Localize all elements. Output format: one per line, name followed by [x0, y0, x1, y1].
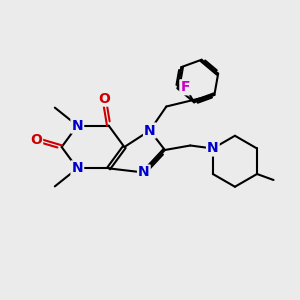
- Text: O: O: [98, 92, 110, 106]
- Text: F: F: [180, 80, 190, 94]
- Text: N: N: [71, 118, 83, 133]
- Text: N: N: [144, 124, 156, 137]
- Text: O: O: [30, 133, 42, 146]
- Text: N: N: [71, 161, 83, 176]
- Text: N: N: [138, 166, 150, 179]
- Text: N: N: [207, 142, 219, 155]
